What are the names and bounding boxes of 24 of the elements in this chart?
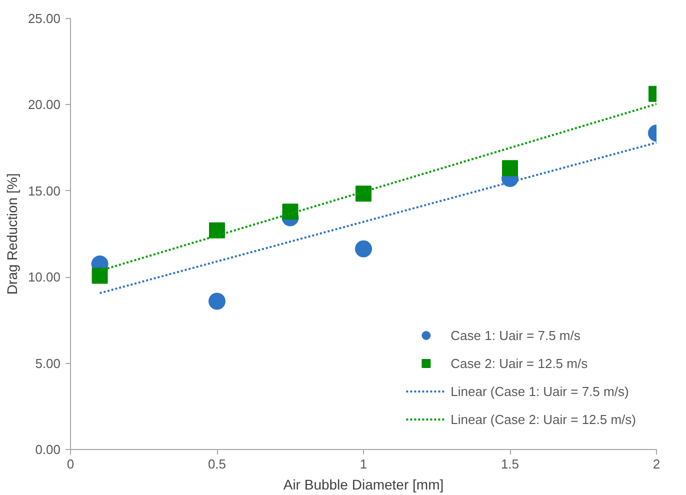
legend-label: Linear (Case 1: Uair = 7.5 m/s) [450, 384, 629, 398]
y-tick-label: 5.00 [35, 356, 61, 371]
point [209, 222, 225, 238]
legend-label: Case 1: Uair = 7.5 m/s [450, 328, 580, 342]
point [92, 268, 108, 284]
legend-label: Linear (Case 2: Uair = 12.5 m/s) [450, 412, 636, 426]
y-tick-label: 25.00 [28, 11, 61, 26]
point [355, 240, 372, 258]
legend-label: Case 2: Uair = 12.5 m/s [450, 356, 588, 370]
y-tick-label: 10.00 [28, 270, 61, 285]
point [208, 292, 226, 310]
x-tick-label: 1 [360, 456, 368, 472]
x-tick-label: 2 [652, 456, 660, 472]
point [356, 186, 372, 202]
y-tick-label: 0.00 [35, 442, 61, 457]
point [502, 160, 518, 176]
y-axis-title: Drag Reduction [%] [4, 173, 20, 295]
x-tick-label: 0.5 [208, 456, 226, 472]
point [282, 204, 298, 220]
x-tick-label: 1.5 [500, 456, 520, 472]
x-axis-title: Air Bubble Diameter [mm] [283, 476, 444, 492]
x-tick-label: 0 [66, 456, 74, 472]
y-tick-label: 15.00 [28, 183, 61, 198]
y-tick-label: 20.00 [28, 97, 61, 112]
